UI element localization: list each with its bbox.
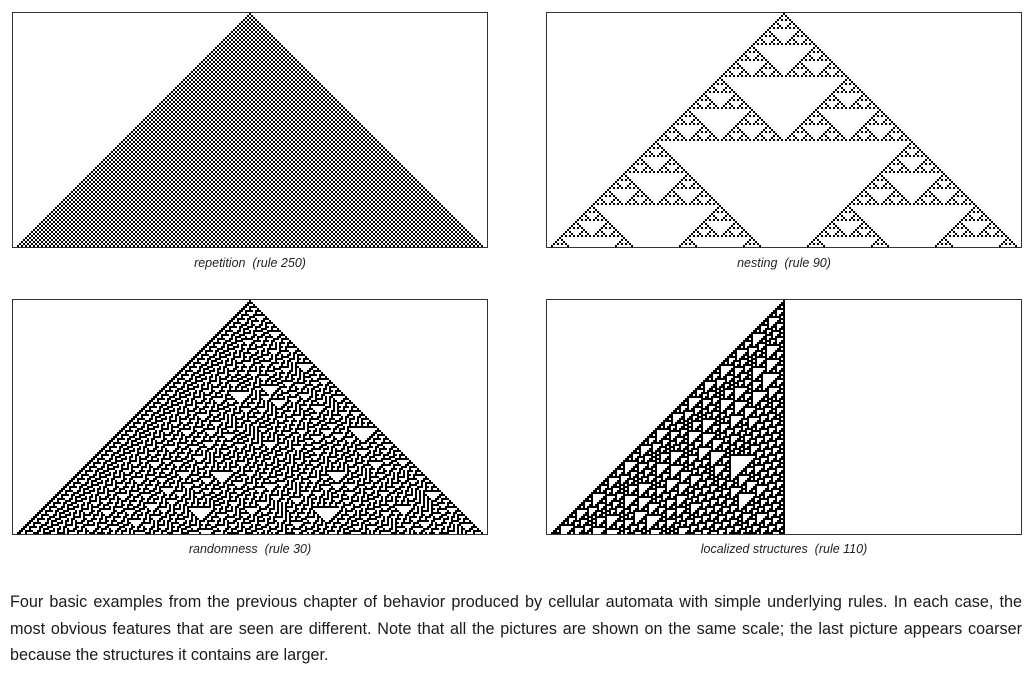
automaton-figure-rule-250 <box>12 12 488 248</box>
automaton-canvas-rule-110 <box>547 300 1021 534</box>
automaton-canvas-rule-90 <box>547 13 1021 247</box>
automaton-figure-rule-30 <box>12 299 488 535</box>
automaton-figure-rule-110 <box>546 299 1022 535</box>
automaton-canvas-rule-30 <box>13 300 487 534</box>
figure-caption: randomness (rule 30) <box>188 542 312 556</box>
figure-description: Four basic examples from the previous ch… <box>10 593 1022 664</box>
figure-caption: repetition (rule 250) <box>194 256 306 270</box>
automaton-canvas-rule-250 <box>13 13 487 247</box>
automaton-figure-rule-90 <box>546 12 1022 248</box>
figure-caption: nesting (rule 90) <box>737 256 831 270</box>
figure-caption: localized structures (rule 110) <box>700 542 868 556</box>
